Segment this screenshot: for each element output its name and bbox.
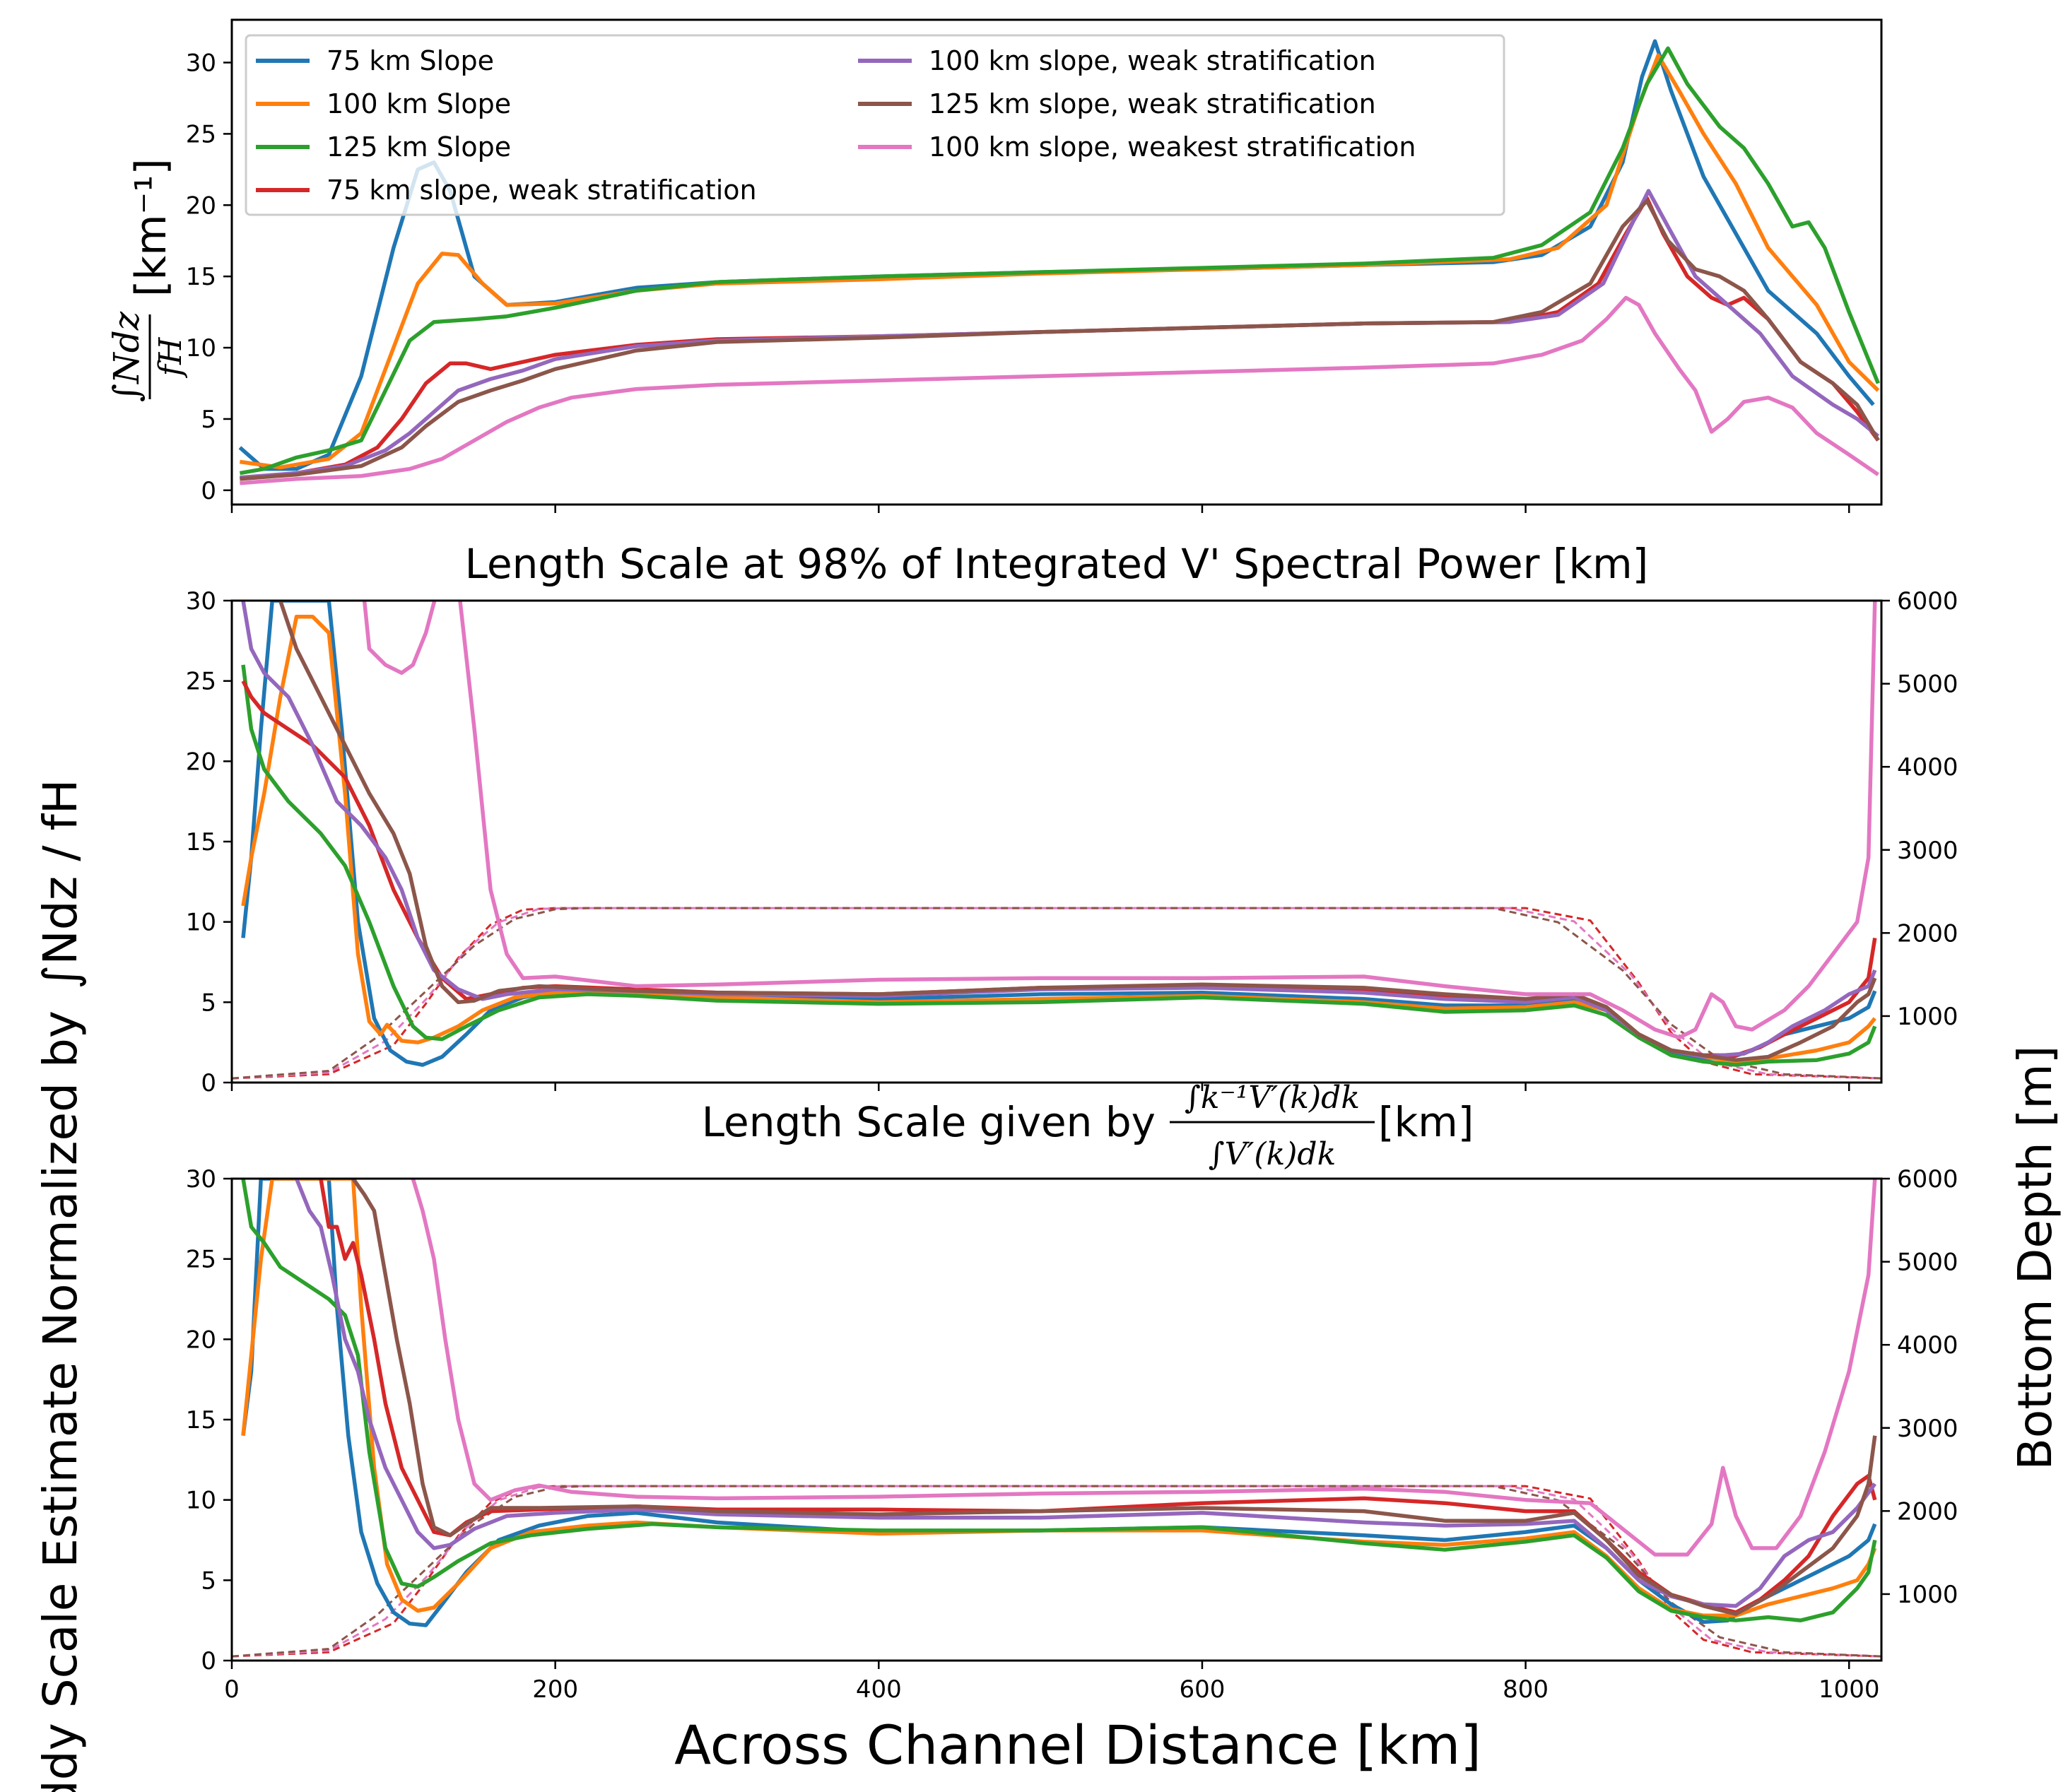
y2-tick-label: 5000 — [1897, 1249, 1958, 1277]
top-legend: 75 km Slope 100 km Slope 125 km Slope 75 km… — [245, 34, 1505, 216]
bathymetry-line — [232, 907, 1881, 1080]
series-line — [239, 46, 1880, 476]
super-ylabel-text: Eddy Scale Estimate Normalized by — [33, 1010, 88, 1792]
y-tick-label: 5 — [201, 406, 216, 434]
series-line — [278, 601, 1877, 1062]
series-line — [362, 601, 1877, 1040]
y-tick-label: 20 — [186, 748, 216, 776]
series-line — [319, 1179, 1877, 1615]
y-tick-label: 15 — [186, 828, 216, 856]
x-tick-label: 1000 — [1819, 1675, 1880, 1704]
legend-label: 100 km slope, weak stratification — [929, 45, 1376, 76]
series-line — [294, 1179, 1877, 1608]
axes-frame — [230, 18, 1883, 506]
panel-top: ∫Ndz fH [km⁻¹] 0 5 10 15 20 25 30 75 km Slope 1… — [106, 18, 1883, 513]
bottom-title: Length Scale given by ∫k⁻¹V′(k)dk ∫V′(k)… — [702, 1080, 1474, 1172]
series-line — [241, 1179, 1877, 1622]
y-tick-label: 5 — [201, 989, 216, 1017]
x-tick-label: 800 — [1503, 1675, 1549, 1704]
series-line — [351, 1179, 1877, 1616]
y2-tick-label: 1000 — [1897, 1003, 1958, 1031]
x-axis-label: Across Channel Distance [km] — [674, 1714, 1481, 1776]
y2-tick-label: 3000 — [1897, 1415, 1958, 1443]
y2-tick-label: 6000 — [1897, 587, 1958, 615]
legend-label: 125 km slope, weak stratification — [929, 88, 1376, 119]
top-plot-area: 0 5 10 15 20 25 30 — [186, 18, 1883, 513]
y2-tick-label: 2000 — [1897, 919, 1958, 948]
middle-plot-area: 0 5 10 15 20 25 30 1000 2000 3000 4000 5000 6000 — [186, 587, 1958, 1097]
top-ylabel-numerator: ∫Ndz — [106, 311, 147, 402]
y-tick-label: 15 — [186, 263, 216, 291]
bottom-title-prefix: Length Scale given by — [702, 1098, 1156, 1146]
x-tick-label: 200 — [532, 1675, 578, 1704]
bottom-plot-area: 0 5 10 15 20 25 30 1000 2000 3000 4000 5000 6000 0 200… — [186, 1165, 1958, 1704]
x-tick-label: 0 — [224, 1675, 240, 1704]
y-tick-label: 10 — [186, 1487, 216, 1515]
middle-title: Length Scale at 98% of Integrated V' Spe… — [465, 540, 1649, 588]
y-tick-label: 30 — [186, 49, 216, 78]
top-ylabel-denominator: fH — [153, 336, 189, 378]
y-tick-label: 10 — [186, 334, 216, 362]
series-line — [240, 196, 1880, 481]
bottom-title-denominator: ∫V′(k)dk — [1209, 1136, 1336, 1172]
series-line — [241, 664, 1877, 1067]
y-tick-label: 0 — [201, 1069, 216, 1097]
series-line — [241, 1179, 1877, 1618]
y-tick-label: 0 — [201, 477, 216, 505]
y-tick-label: 25 — [186, 120, 216, 148]
y-tick-label: 20 — [186, 191, 216, 220]
x-tick-label: 400 — [856, 1675, 902, 1704]
bottom-title-suffix: [km] — [1378, 1098, 1474, 1146]
legend-label: 100 km slope, weakest stratification — [929, 131, 1416, 163]
legend-label: 75 km Slope — [327, 45, 494, 76]
series-line — [240, 199, 1880, 481]
legend-label: 75 km slope, weak stratification — [327, 175, 757, 206]
super-ylabel: Eddy Scale Estimate Normalized by ∫Ndz /… — [33, 779, 88, 1792]
panel-middle: Length Scale at 98% of Integrated V' Spe… — [186, 540, 1958, 1097]
bathymetry-line — [232, 1485, 1881, 1658]
series-line — [240, 295, 1879, 485]
y-tick-label: 30 — [186, 587, 216, 615]
bottom-title-numerator: ∫k⁻¹V′(k)dk — [1185, 1080, 1360, 1116]
panel-bottom: Length Scale given by ∫k⁻¹V′(k)dk ∫V′(k)… — [186, 1080, 1958, 1704]
legend-box — [245, 34, 1505, 216]
top-ylabel-units: [km⁻¹] — [127, 158, 176, 297]
x-tick-label: 600 — [1179, 1675, 1225, 1704]
y-tick-label: 15 — [186, 1406, 216, 1434]
y-tick-label: 25 — [186, 668, 216, 696]
y2-tick-label: 6000 — [1897, 1165, 1958, 1193]
y2-tick-label: 4000 — [1897, 753, 1958, 782]
y-tick-label: 0 — [201, 1647, 216, 1675]
y-tick-label: 30 — [186, 1165, 216, 1193]
series-line — [411, 1179, 1877, 1557]
y-tick-label: 10 — [186, 909, 216, 937]
y2-tick-label: 4000 — [1897, 1331, 1958, 1360]
y-tick-label: 5 — [201, 1567, 216, 1595]
y-tick-label: 20 — [186, 1326, 216, 1354]
y2-tick-label: 5000 — [1897, 671, 1958, 699]
super-ylabel-math: ∫Ndz / fH — [33, 779, 88, 989]
top-ylabel: ∫Ndz fH [km⁻¹] — [106, 158, 189, 402]
right-ylabel: Bottom Depth [m] — [2008, 1046, 2062, 1470]
y-tick-label: 25 — [186, 1246, 216, 1274]
y2-tick-label: 2000 — [1897, 1497, 1958, 1526]
legend-label: 100 km Slope — [327, 88, 511, 119]
y2-tick-label: 1000 — [1897, 1581, 1958, 1609]
y2-tick-label: 3000 — [1897, 837, 1958, 865]
legend-label: 125 km Slope — [327, 131, 511, 163]
